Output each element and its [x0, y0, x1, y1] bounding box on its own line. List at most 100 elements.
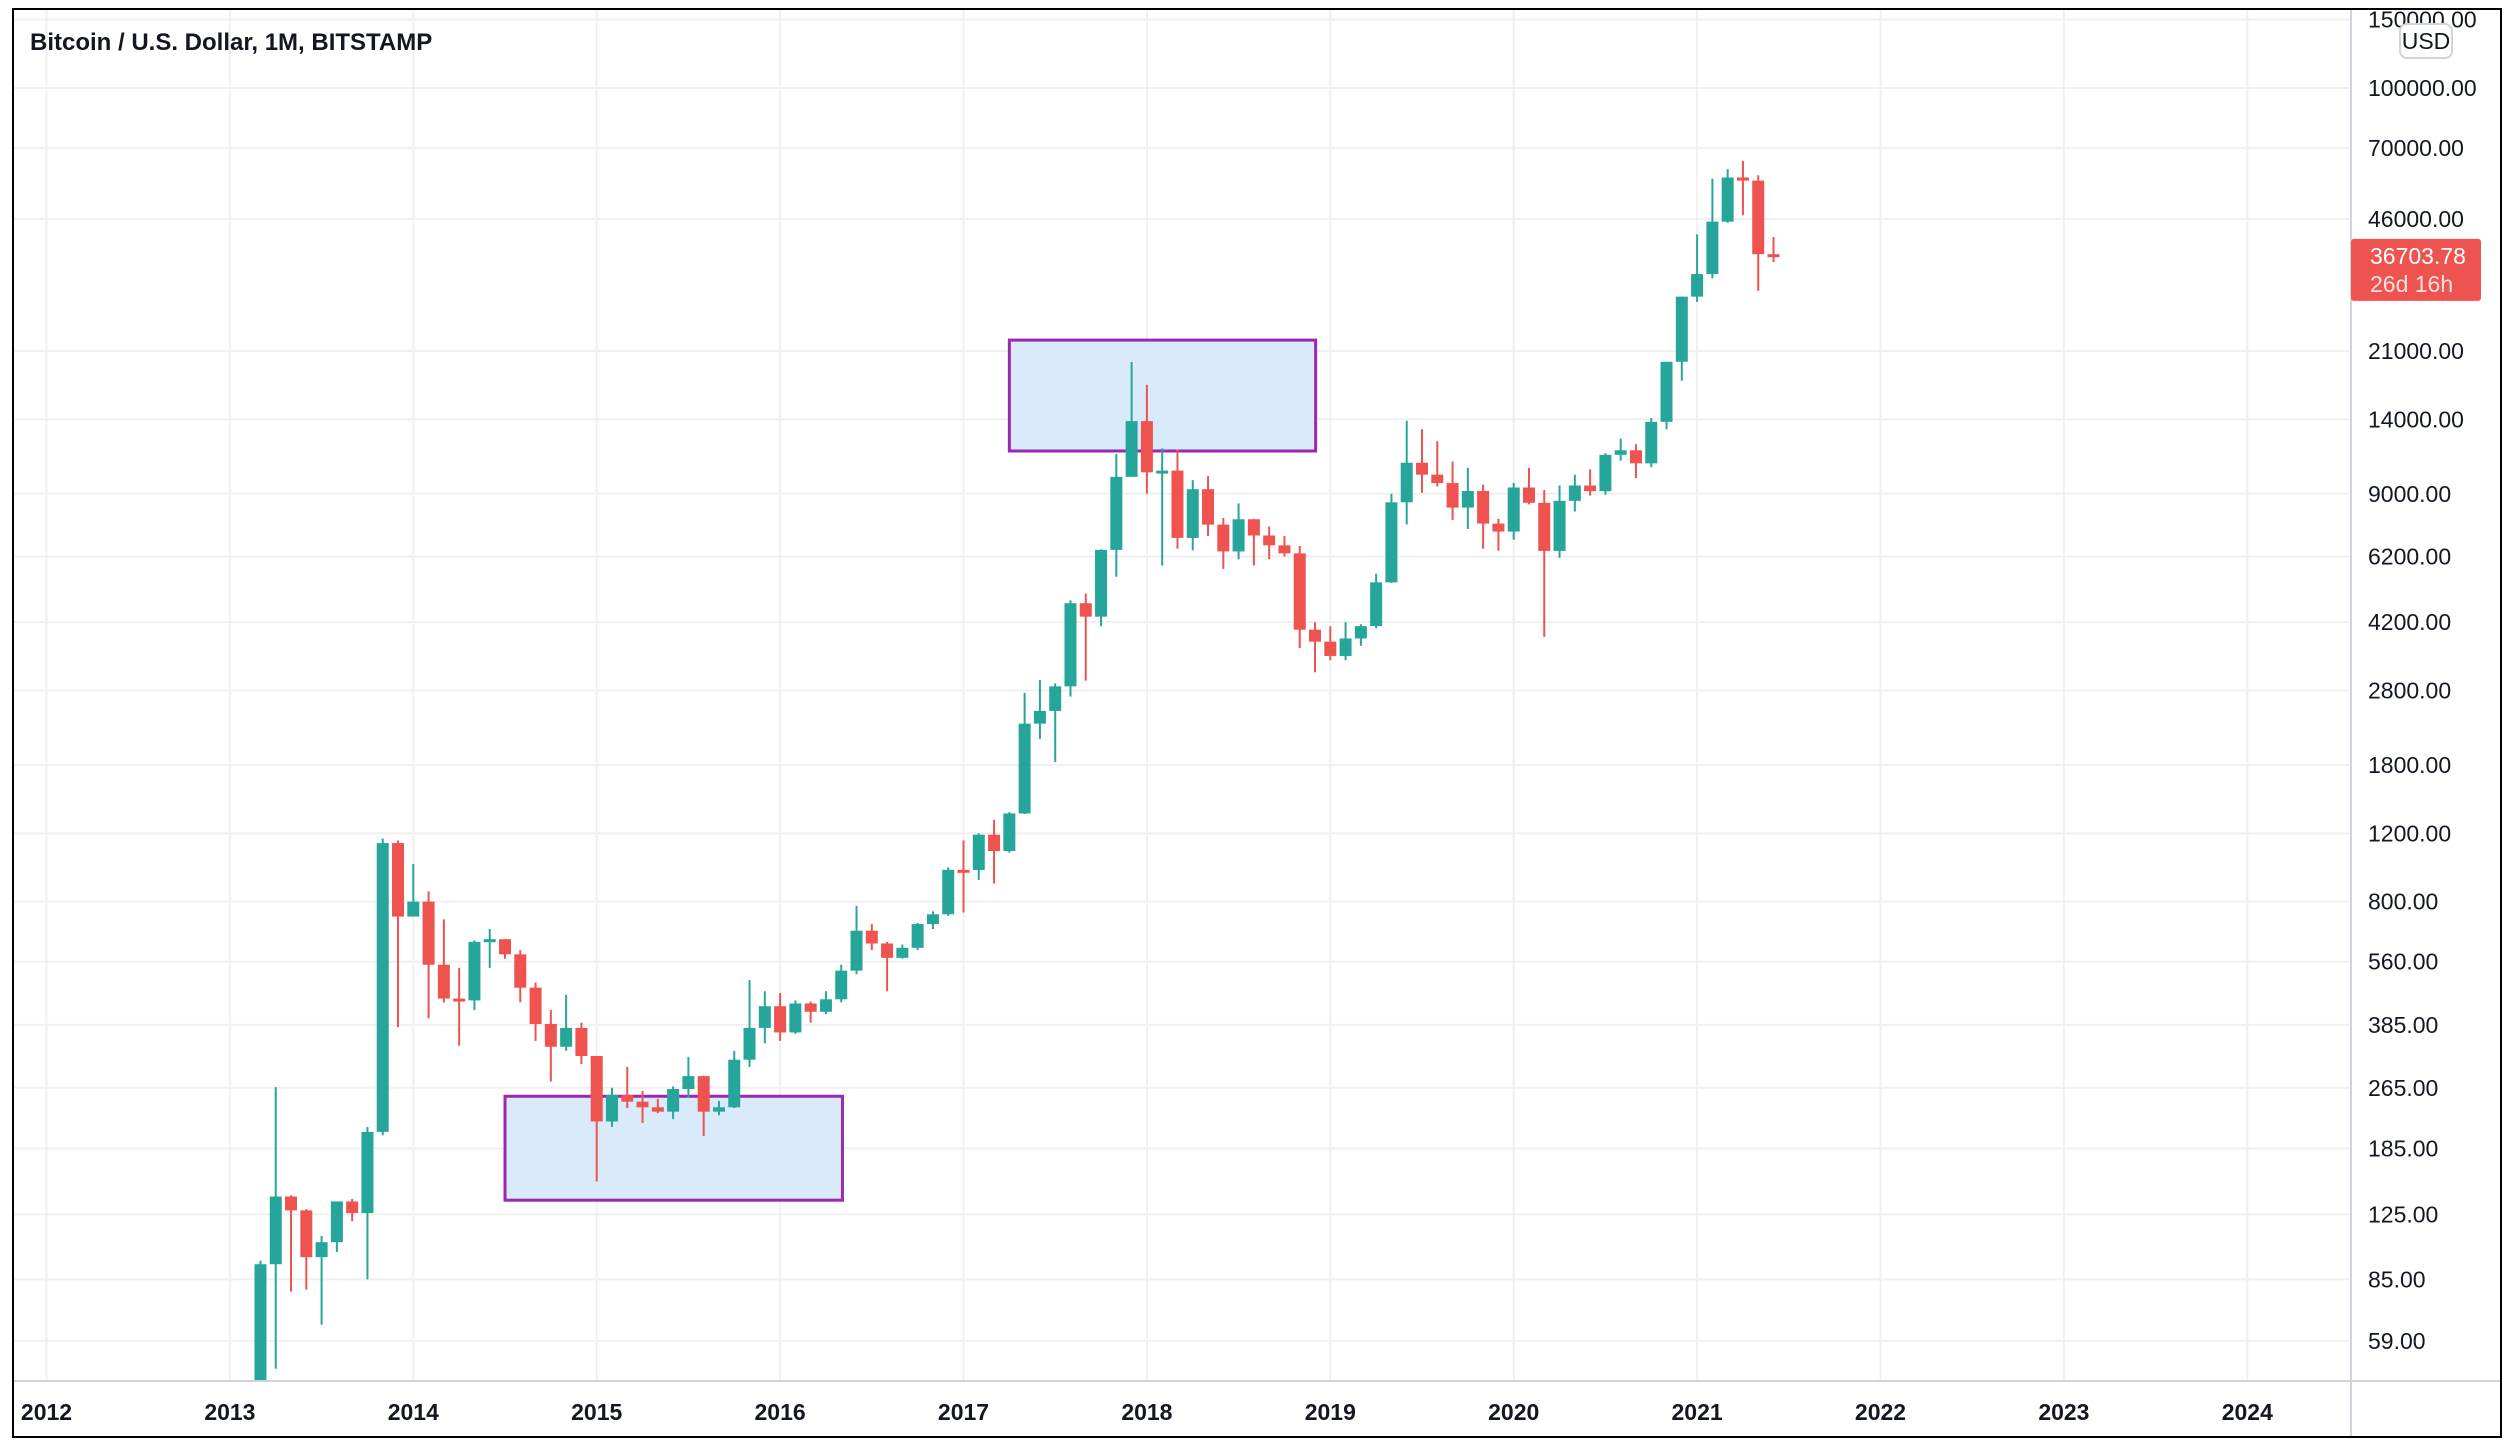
candle-2017-05 [1018, 692, 1031, 815]
time-tick-label: 2017 [938, 1399, 989, 1425]
candle-2017-11 [1110, 453, 1123, 577]
price-tick-label: 14000.00 [2368, 406, 2464, 432]
candle-2014-03 [437, 919, 450, 1003]
candle-2016-01 [774, 993, 787, 1041]
candle-2013-03 [254, 1260, 267, 1380]
candle-2014-05 [468, 940, 481, 1011]
candle-2014-10 [544, 1010, 557, 1082]
candle-body [1324, 641, 1337, 656]
candle-2019-12 [1492, 518, 1505, 551]
candle-2013-05 [285, 1195, 298, 1292]
last-price-tag: 36703.78 26d 16h [2351, 238, 2481, 301]
price-tick-label: 70000.00 [2368, 135, 2464, 161]
price-axis[interactable]: 150000.00100000.0070000.0046000.0021000.… [2368, 7, 2477, 1354]
candle-2017-08 [1064, 600, 1077, 697]
candle-body [850, 930, 863, 971]
price-tick-label: 385.00 [2368, 1012, 2438, 1038]
candle-body [1140, 421, 1153, 473]
candle-2018-05 [1202, 476, 1215, 537]
candle-2021-03 [1721, 169, 1734, 223]
candle-2017-09 [1079, 593, 1092, 681]
candle-body [1568, 485, 1581, 501]
candle-body [1354, 626, 1367, 639]
candle-body [1706, 221, 1719, 275]
candle-2017-04 [1003, 812, 1016, 853]
chart-frame [12, 8, 2502, 1438]
candle-body [1629, 450, 1642, 464]
candle-body [651, 1107, 664, 1112]
candle-body [728, 1059, 741, 1108]
last-price-value: 36703.78 [2370, 243, 2466, 269]
price-tick-label: 4200.00 [2368, 609, 2451, 635]
candle-2013-11 [376, 838, 389, 1136]
candle-2019-09 [1446, 461, 1459, 521]
candle-body [697, 1076, 710, 1112]
candle-body [1370, 582, 1383, 627]
candle-body [1217, 524, 1230, 552]
candle-2020-07 [1599, 453, 1612, 495]
candle-body [514, 954, 527, 988]
candle-2014-12 [575, 1022, 588, 1065]
candle-2021-06 [1767, 237, 1780, 263]
candle-body [1095, 549, 1108, 617]
candle-body [483, 939, 496, 943]
candle-2018-11 [1293, 546, 1306, 649]
price-tick-label: 1800.00 [2368, 752, 2451, 778]
candle-body [1400, 462, 1413, 503]
currency-button[interactable]: USD [2399, 23, 2453, 59]
candle-2017-10 [1095, 549, 1108, 627]
candle-body [1507, 487, 1520, 532]
bar-countdown: 26d 16h [2370, 271, 2453, 297]
candle-2020-11 [1660, 361, 1673, 430]
candle-2017-01 [957, 840, 970, 913]
candle-body [942, 869, 955, 915]
candle-body [774, 1006, 787, 1033]
candle-2014-11 [560, 994, 573, 1051]
candle-body [1736, 177, 1749, 181]
candle-2014-06 [483, 928, 496, 968]
candle-2017-07 [1049, 683, 1062, 763]
candle-body [1385, 502, 1398, 583]
candle-2015-10 [728, 1050, 741, 1109]
candle-2014-08 [514, 950, 527, 1003]
candle-body [605, 1094, 618, 1122]
candle-2015-02 [605, 1087, 618, 1127]
candle-body [1293, 553, 1306, 630]
candle-2020-10 [1645, 418, 1658, 468]
candle-body [1752, 180, 1765, 255]
candle-2019-11 [1477, 484, 1490, 549]
candle-body [1614, 450, 1627, 455]
candle-2018-02 [1156, 448, 1169, 566]
candle-body [667, 1089, 680, 1112]
time-tick-label: 2013 [204, 1399, 255, 1425]
candle-2020-09 [1629, 444, 1642, 479]
candle-body [560, 1027, 573, 1047]
candle-body [575, 1027, 588, 1057]
time-axis[interactable]: 2012 2013 2014 2015 2016 2017 2018 2019 2020 2021… [21, 1399, 2273, 1425]
candle-body [529, 987, 542, 1024]
candle-body [1186, 489, 1199, 538]
candle-body [682, 1076, 695, 1090]
candle-2018-01 [1140, 384, 1153, 494]
candle-body [1033, 710, 1046, 724]
candle-2016-05 [835, 964, 848, 1003]
candle-body [1339, 638, 1352, 656]
candle-2020-12 [1675, 296, 1688, 381]
candle-2017-06 [1033, 680, 1046, 739]
candle-body [1110, 476, 1123, 550]
candle-2015-09 [712, 1101, 725, 1116]
candle-body [437, 964, 450, 999]
candle-body [1477, 490, 1490, 524]
candle-2015-08 [697, 1075, 710, 1137]
candle-body [835, 970, 848, 1000]
candle-body [881, 943, 894, 958]
time-tick-label: 2021 [1672, 1399, 1723, 1425]
candle-2014-04 [453, 967, 466, 1046]
price-tick-label: 85.00 [2368, 1266, 2426, 1292]
candle-body [1645, 421, 1658, 464]
candle-body [1049, 686, 1062, 711]
candle-2015-11 [743, 980, 756, 1067]
candle-2020-02 [1522, 467, 1535, 505]
candle-body [1538, 502, 1551, 551]
